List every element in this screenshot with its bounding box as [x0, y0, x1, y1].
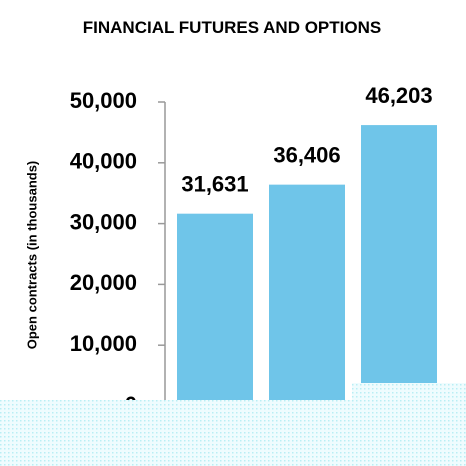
y-tick-label: 40,000: [70, 149, 137, 174]
bar: [177, 213, 253, 406]
bar: [269, 184, 345, 406]
value-label: 46,203: [365, 83, 432, 108]
chart-title: FINANCIAL FUTURES AND OPTIONS: [82, 18, 382, 37]
bar: [361, 125, 437, 407]
y-axis-label: Open contracts (in thousands): [24, 161, 39, 350]
y-tick-label: 30,000: [70, 209, 137, 234]
overlay-panel: [0, 383, 466, 466]
y-tick-label: 20,000: [70, 270, 137, 295]
y-tick-label: 50,000: [70, 88, 137, 113]
value-label: 31,631: [181, 171, 248, 196]
y-tick-label: 10,000: [70, 331, 137, 356]
value-label: 36,406: [273, 142, 340, 167]
